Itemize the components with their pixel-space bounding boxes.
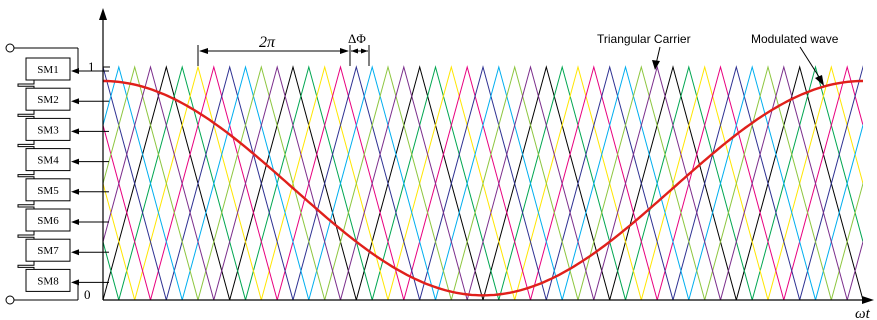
bottom-terminal-icon bbox=[5, 295, 15, 305]
gate-arrow-icon bbox=[71, 68, 79, 74]
series-connector bbox=[17, 200, 35, 209]
gate-arrow-icon bbox=[71, 249, 79, 256]
arrow-right-icon bbox=[361, 48, 368, 54]
phase-shift-label: ΔΦ bbox=[348, 31, 366, 46]
submodule-label: SM7 bbox=[37, 245, 59, 257]
submodule-box bbox=[25, 178, 71, 202]
period-dimension: 2π bbox=[197, 34, 351, 66]
x-axis-label: ωt bbox=[855, 306, 871, 320]
submodule-label: SM4 bbox=[37, 155, 59, 167]
carrier-3 bbox=[103, 65, 863, 300]
y-axis bbox=[99, 8, 107, 300]
arrow-right-icon bbox=[340, 48, 349, 54]
submodule-label: SM5 bbox=[37, 185, 59, 197]
gate-arrow-icon bbox=[71, 128, 79, 135]
modulated-pointer-icon bbox=[815, 75, 824, 86]
submodule-label: SM6 bbox=[37, 215, 59, 227]
y-axis-arrow-icon bbox=[99, 8, 107, 20]
gate-arrow-icon bbox=[71, 158, 79, 165]
arrow-left-icon bbox=[199, 48, 208, 54]
y-tick-zero: 0 bbox=[84, 287, 91, 302]
series-connector bbox=[17, 110, 35, 119]
series-connector bbox=[17, 231, 35, 240]
series-connector bbox=[17, 170, 35, 179]
triangular-carriers bbox=[103, 65, 863, 300]
carrier-7 bbox=[103, 65, 863, 300]
submodule-box bbox=[25, 208, 71, 232]
submodule-3: SM3 bbox=[17, 117, 109, 149]
carrier-pointer-icon bbox=[652, 60, 660, 70]
submodule-4: SM4 bbox=[17, 148, 109, 179]
series-connector bbox=[17, 140, 35, 149]
gate-arrow-icon bbox=[71, 188, 79, 195]
modulated-wave-curve bbox=[103, 79, 863, 297]
submodule-label: SM2 bbox=[37, 94, 58, 106]
submodule-box bbox=[25, 87, 71, 111]
carrier-4 bbox=[103, 65, 863, 300]
submodule-box bbox=[25, 57, 71, 81]
submodule-1: SM1 bbox=[17, 57, 109, 89]
top-terminal-icon bbox=[5, 43, 15, 53]
submodule-box bbox=[25, 238, 71, 262]
submodule-box bbox=[25, 148, 71, 172]
carrier-6 bbox=[103, 65, 863, 300]
x-axis-arrow-icon bbox=[862, 296, 874, 304]
gate-arrow-icon bbox=[71, 98, 79, 105]
gate-arrow-icon bbox=[71, 219, 79, 225]
submodule-box bbox=[25, 268, 71, 292]
submodule-6: SM6 bbox=[17, 208, 109, 240]
submodule-7: SM7 bbox=[17, 238, 109, 270]
y-tick-one: 1 bbox=[88, 59, 95, 74]
carrier-annotation: Triangular Carrier bbox=[597, 32, 691, 46]
carrier-5 bbox=[103, 65, 863, 300]
period-label: 2π bbox=[259, 34, 276, 51]
arrow-left-icon bbox=[351, 48, 358, 54]
submodule-2: SM2 bbox=[17, 87, 109, 119]
gate-arrow-icon bbox=[71, 279, 79, 286]
submodule-label: SM8 bbox=[37, 275, 59, 287]
series-connector bbox=[17, 261, 35, 270]
submodule-stack: SM1 SM2 SM3 SM4 SM5 SM6 SM7 SM8 bbox=[5, 43, 109, 305]
submodule-label: SM1 bbox=[37, 64, 58, 76]
submodule-8: SM8 bbox=[25, 268, 109, 292]
phase-shift-dimension: ΔΦ bbox=[348, 31, 370, 66]
x-axis bbox=[103, 296, 874, 304]
submodule-label: SM3 bbox=[37, 124, 59, 136]
carrier-8 bbox=[103, 65, 863, 300]
series-connector bbox=[17, 80, 35, 89]
submodule-box bbox=[25, 117, 71, 141]
submodule-5: SM5 bbox=[17, 178, 109, 209]
modulated-annotation: Modulated wave bbox=[751, 32, 839, 46]
